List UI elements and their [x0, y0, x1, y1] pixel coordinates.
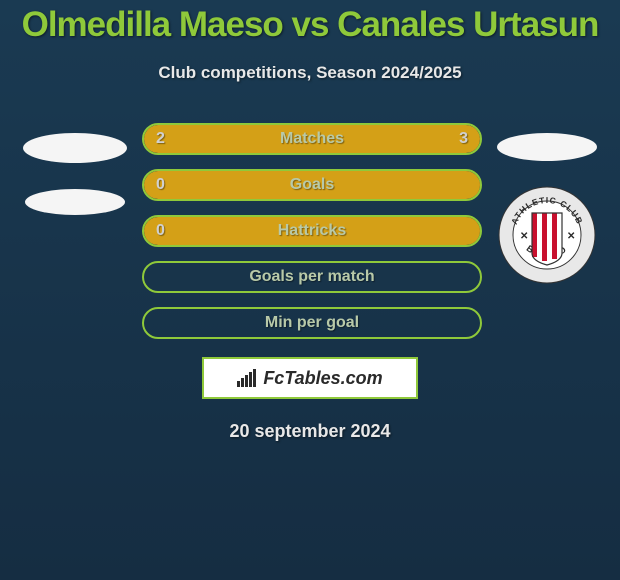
- athletic-club-icon: ATHLETIC CLUB BILBAO ✕ ✕: [497, 185, 597, 285]
- stat-bar: 2Matches3: [142, 123, 482, 155]
- brand-text: FcTables.com: [237, 368, 382, 389]
- content-area: 2Matches3 0Goals 0Hattricks Goals per match…: [0, 123, 620, 339]
- bar-label: Matches: [144, 130, 480, 148]
- bar-chart-icon: [237, 369, 259, 387]
- brand-label: FcTables.com: [263, 368, 382, 389]
- bar-label: Min per goal: [144, 314, 480, 332]
- svg-text:✕: ✕: [520, 231, 528, 242]
- stat-bar: 0Goals: [142, 169, 482, 201]
- stats-bars: 2Matches3 0Goals 0Hattricks Goals per match…: [142, 123, 482, 339]
- left-player-badge-2: [25, 189, 125, 215]
- page-title: Olmedilla Maeso vs Canales Urtasun: [22, 5, 599, 45]
- subtitle: Club competitions, Season 2024/2025: [158, 63, 461, 83]
- bar-label: Goals per match: [144, 268, 480, 286]
- left-player-col: [23, 123, 127, 215]
- club-badge: ATHLETIC CLUB BILBAO ✕ ✕: [497, 185, 597, 285]
- date-text: 20 september 2024: [229, 421, 390, 442]
- stat-bar: Goals per match: [142, 261, 482, 293]
- bar-label: Goals: [144, 176, 480, 194]
- svg-text:✕: ✕: [567, 231, 575, 242]
- right-player-col: ATHLETIC CLUB BILBAO ✕ ✕: [497, 123, 597, 285]
- main-container: Olmedilla Maeso vs Canales Urtasun Club …: [0, 0, 620, 442]
- brand-box: FcTables.com: [202, 357, 418, 399]
- right-player-badge-1: [497, 133, 597, 161]
- stat-bar: 0Hattricks: [142, 215, 482, 247]
- bar-label: Hattricks: [144, 222, 480, 240]
- stat-bar: Min per goal: [142, 307, 482, 339]
- left-player-badge-1: [23, 133, 127, 163]
- bar-value-right: 3: [459, 130, 468, 148]
